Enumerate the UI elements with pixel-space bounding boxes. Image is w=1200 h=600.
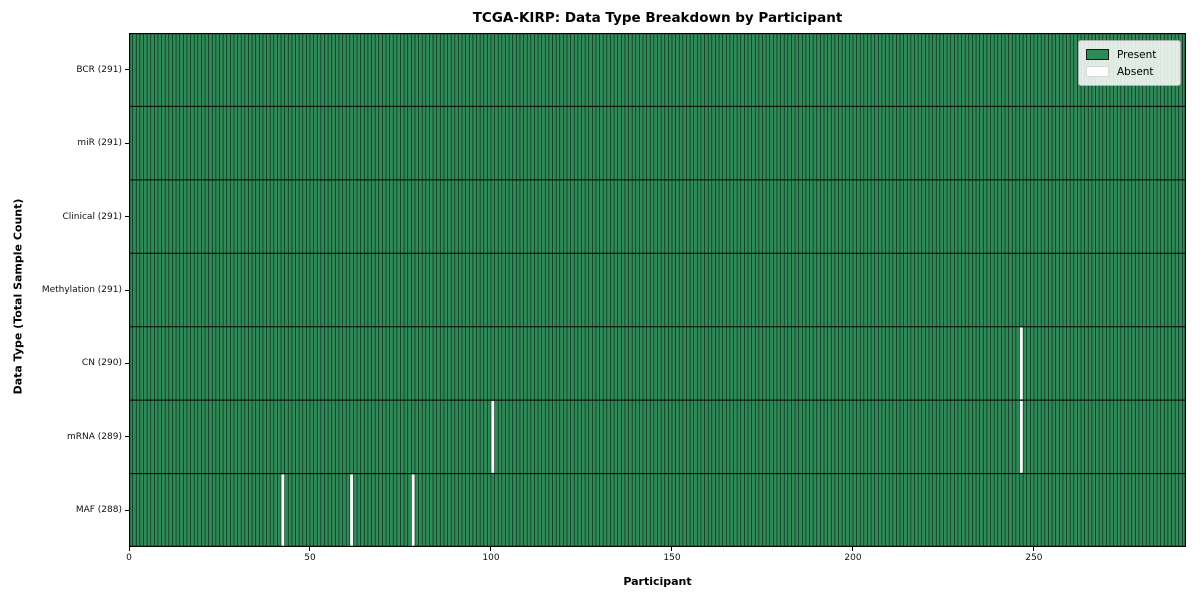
x-tick-mark	[128, 547, 130, 551]
x-tick-label: 250	[1025, 553, 1043, 563]
absent-bar	[1019, 400, 1023, 473]
legend-item-absent: Absent	[1086, 63, 1173, 80]
x-axis-label: Participant	[623, 575, 692, 588]
present-swatch-icon	[1086, 49, 1109, 60]
y-tick-label: Methylation (291)	[41, 285, 122, 295]
absent-bar	[350, 474, 354, 547]
y-tick-mark	[125, 436, 129, 438]
plot-border	[129, 33, 1186, 547]
x-tick-mark	[1033, 547, 1035, 551]
legend-label-absent: Absent	[1117, 65, 1154, 78]
x-tick-label: 0	[126, 553, 132, 563]
absent-bar	[1019, 327, 1023, 400]
participant-bar-edges	[129, 33, 1186, 547]
x-tick-label: 150	[663, 553, 681, 563]
x-tick-mark	[490, 547, 492, 551]
y-tick-mark	[125, 509, 129, 511]
absent-bar	[411, 474, 415, 547]
legend: Present Absent	[1078, 40, 1181, 86]
y-tick-mark	[125, 362, 129, 364]
y-tick-label: CN (290)	[81, 358, 122, 369]
absent-bar	[491, 400, 495, 473]
x-tick-label: 50	[304, 553, 316, 563]
y-tick-mark	[125, 216, 129, 218]
x-tick-label: 100	[482, 553, 500, 563]
x-tick-mark	[309, 547, 311, 551]
plot-area	[129, 33, 1186, 547]
x-tick-label: 200	[844, 553, 862, 563]
y-tick-label: MAF (288)	[75, 505, 122, 516]
y-tick-mark	[125, 289, 129, 291]
x-tick-mark	[671, 547, 673, 551]
y-axis-label: Data Type (Total Sample Count)	[11, 198, 25, 395]
y-tick-label: mRNA (289)	[67, 431, 122, 442]
legend-item-present: Present	[1086, 46, 1173, 63]
absent-swatch-icon	[1086, 66, 1109, 77]
legend-label-present: Present	[1117, 48, 1157, 61]
x-tick-mark	[852, 547, 854, 551]
y-tick-mark	[125, 69, 129, 71]
y-tick-label: miR (291)	[77, 138, 122, 149]
absent-bar	[281, 474, 285, 547]
y-tick-label: Clinical (291)	[62, 211, 122, 222]
y-tick-mark	[125, 142, 129, 144]
y-tick-label: BCR (291)	[76, 64, 122, 75]
chart-title: TCGA-KIRP: Data Type Breakdown by Partic…	[472, 10, 843, 26]
